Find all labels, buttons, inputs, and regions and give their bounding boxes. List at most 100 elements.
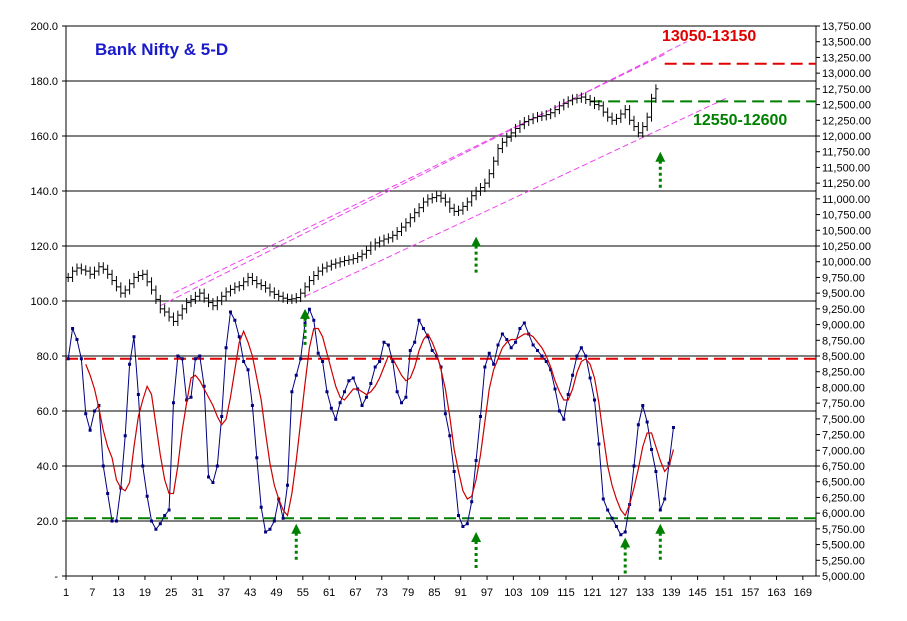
x-tick-label: 43 [244,587,256,599]
x-tick-label: 163 [767,587,785,599]
trend-channel [160,41,727,307]
x-tick-label: 97 [481,587,493,599]
x-tick-label: 31 [191,587,203,599]
oscillator-point [321,360,325,363]
annotation-upper-target: 13050-13150 [662,28,756,45]
oscillator-point [307,307,311,311]
left-tick-label: 160.0 [30,131,58,143]
oscillator-point [549,368,553,372]
oscillator-point [207,475,211,479]
right-tick-label: 13,250.00 [822,52,871,64]
up-arrow-head [471,532,482,542]
left-tick-label: 40.0 [37,461,58,473]
oscillator-point [84,412,88,416]
x-tick-label: 151 [715,587,733,599]
right-tick-label: 6,000.00 [822,508,865,520]
x-tick-label: 157 [741,587,759,599]
oscillator-point [531,343,535,347]
oscillator-point [303,321,307,325]
right-tick-label: 11,500.00 [822,162,870,174]
oscillator-point [75,338,79,341]
oscillator-point [71,327,75,330]
right-tick-label: 11,250.00 [822,178,870,190]
oscillator-point [619,533,623,537]
x-tick-label: 121 [583,587,601,599]
left-axis-ticks: 200.0 180.0 160.0 140.0 120.0 100.0 80.0 60.0 40… [30,21,66,583]
oscillator-point [233,318,237,322]
right-tick-label: 11,000.00 [822,194,870,206]
right-tick-label: 12,250.00 [822,115,871,127]
oscillator-point [395,390,399,394]
right-tick-label: 9,000.00 [822,320,865,332]
right-tick-label: 5,750.00 [822,524,865,536]
oscillator-point [417,318,421,322]
oscillator-point [329,406,333,410]
right-tick-label: 10,000.00 [822,257,871,269]
right-tick-label: 8,000.00 [822,382,865,394]
x-tick-label: 49 [270,587,282,599]
oscillator-point [176,354,180,358]
oscillator-point [465,522,469,526]
oscillator-point [290,390,294,394]
price-bars [65,84,659,326]
oscillator-point [145,494,149,498]
x-tick-label: 127 [609,587,627,599]
oscillator-point [487,351,491,355]
right-tick-label: 13,000.00 [822,68,871,80]
chart-title: Bank Nifty & 5-D [95,40,228,59]
oscillator-point [128,362,132,366]
x-tick-label: 115 [557,587,575,599]
oscillator-point [228,310,232,314]
x-tick-label: 145 [688,587,706,599]
left-tick-label: 200.0 [30,21,58,33]
left-tick-label: 100.0 [30,296,58,308]
oscillator-point [400,401,404,405]
oscillator-point [593,398,597,402]
oscillator-point [101,464,105,468]
arrows [291,151,666,574]
right-tick-label: 7,500.00 [822,414,865,426]
oscillator-point [566,393,570,396]
oscillator-point [461,525,465,528]
oscillator-point [136,393,140,396]
oscillator-point [220,415,224,418]
x-tick-label: 1 [63,587,69,599]
left-tick-label: 140.0 [30,186,58,198]
oscillator-point [316,351,320,355]
gridlines [66,80,816,522]
oscillator-point [514,340,518,344]
right-tick-label: 9,750.00 [822,272,865,284]
oscillator-point [106,492,110,495]
oscillator-point [391,360,395,363]
oscillator-point [158,522,162,526]
oscillator-point [610,516,614,520]
oscillator-point [66,357,70,361]
oscillator-point [483,365,487,369]
up-arrow-head [300,308,311,319]
oscillator-point [571,373,575,377]
oscillator-point [272,519,276,523]
oscillator-point [439,365,443,369]
right-tick-label: 5,500.00 [822,540,865,552]
oscillator-average-line [85,327,675,517]
left-tick-label: 80.0 [37,351,58,363]
right-tick-label: 8,750.00 [822,335,865,347]
left-tick-label: 20.0 [37,516,58,528]
oscillator-point [285,483,289,487]
oscillator-point [364,395,368,399]
oscillator-point [421,327,425,330]
x-tick-label: 13 [113,587,125,599]
oscillator-point [255,456,259,460]
right-tick-label: 13,500.00 [822,37,871,49]
oscillator-point [601,497,605,501]
left-tick-label: 60.0 [37,406,58,418]
oscillator-point [386,343,390,347]
oscillator-point [189,395,193,399]
right-tick-label: 7,250.00 [822,430,865,442]
oscillator-point [347,379,351,383]
right-tick-label: 7,000.00 [822,445,865,457]
oscillator-point [579,346,583,350]
x-tick-label: 109 [531,587,549,599]
oscillator-point [430,349,434,352]
